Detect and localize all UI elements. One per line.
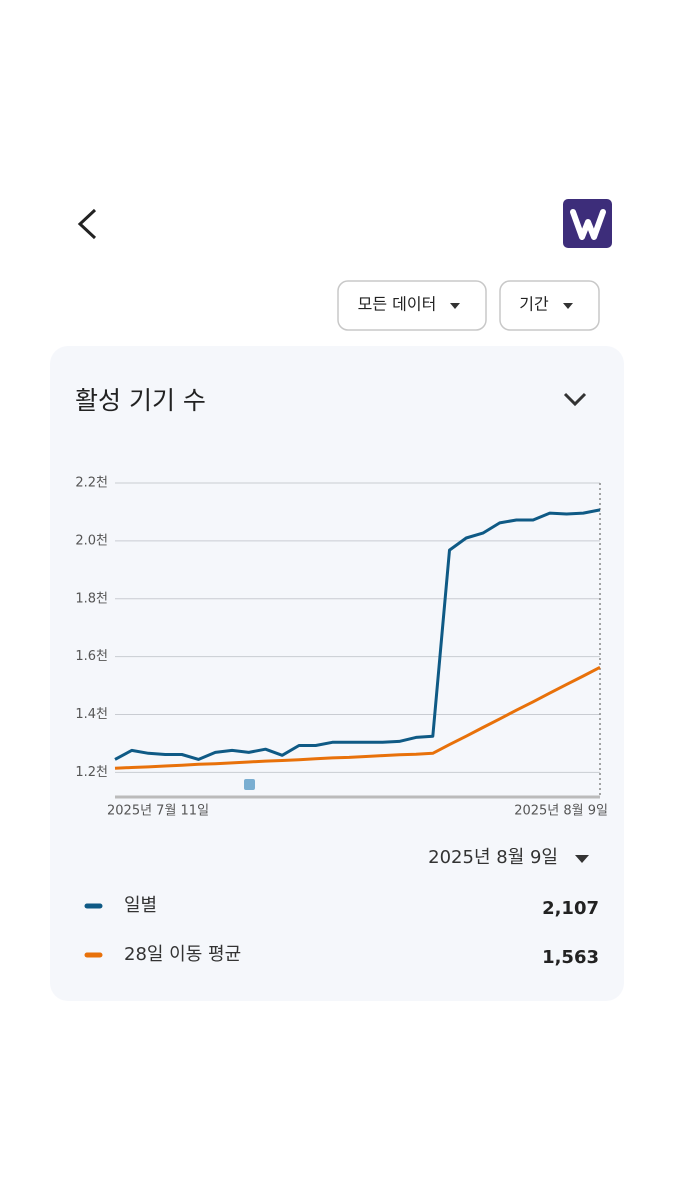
back-button[interactable] <box>77 208 97 240</box>
legend-label: 일별 <box>124 895 157 916</box>
legend-label: 28일 이동 평균 <box>124 944 241 965</box>
legend-value: 2,107 <box>542 898 599 919</box>
series-line <box>114 665 601 770</box>
period-filter[interactable]: 기간 <box>499 280 600 331</box>
date-selector[interactable]: 2025년 8월 9일 <box>428 847 589 868</box>
plot: 1.2천 1.4천 1.6천 1.8천 2.0천 2.2천 2025년 7월 11일 2025… <box>75 476 608 819</box>
series-line <box>114 508 601 761</box>
app-logo <box>563 199 612 248</box>
y-tick-label: 1.2천 <box>75 765 108 780</box>
data-filter[interactable]: 모든 데이터 <box>337 280 487 331</box>
filter-label: 기간 <box>519 295 549 314</box>
y-tick-label: 2.0천 <box>75 533 108 548</box>
x-tick-label: 2025년 8월 9일 <box>514 804 608 819</box>
legend-value: 1,563 <box>542 947 599 968</box>
x-tick-label: 2025년 7월 11일 <box>107 804 209 819</box>
collapse-button[interactable] <box>563 392 587 407</box>
y-tick-label: 2.2천 <box>75 476 108 491</box>
y-tick-label: 1.4천 <box>75 707 108 722</box>
y-tick-label: 1.8천 <box>75 591 108 606</box>
annotation-marker[interactable] <box>244 779 255 790</box>
y-tick-label: 1.6천 <box>75 649 108 664</box>
filter-label: 모든 데이터 <box>358 295 437 314</box>
card <box>50 346 624 1001</box>
selected-date: 2025년 8월 9일 <box>428 847 558 868</box>
chart-title: 활성 기기 수 <box>75 386 206 415</box>
legend: 일별 2,107 28일 이동 평균 1,563 <box>84 895 599 968</box>
